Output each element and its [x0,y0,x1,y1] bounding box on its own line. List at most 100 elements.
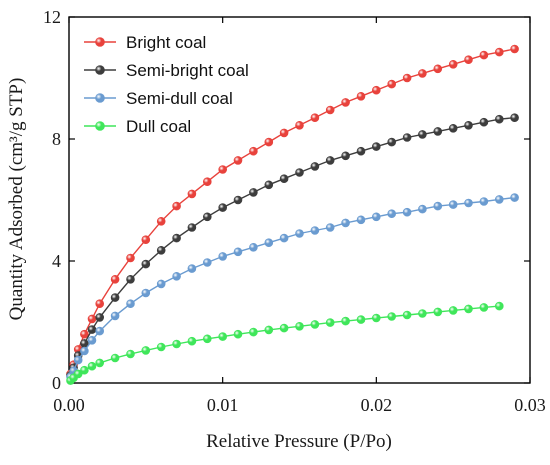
data-point [203,334,212,344]
data-point [448,124,458,133]
data-point [356,92,366,101]
data-point [126,253,135,263]
data-point [418,130,427,139]
x-tick-label: 0.03 [514,395,546,415]
series-line [68,196,515,384]
data-point [387,312,397,321]
data-point [187,189,197,199]
data-point [264,238,274,247]
data-point [448,60,458,69]
data-point [510,44,519,54]
data-point [494,114,504,124]
data-point [479,197,489,206]
data-point [310,113,320,122]
data-point [325,318,335,327]
data-point [172,339,181,349]
data-point [141,288,151,298]
data-point [356,215,366,225]
data-point [494,195,504,204]
data-point [156,246,166,255]
series-line [68,117,515,384]
data-point [87,314,97,324]
data-point [95,299,104,309]
series-line [68,48,515,384]
data-point [264,325,274,335]
data-point [218,165,227,174]
data-point [279,128,289,138]
data-point [126,274,135,284]
data-point [87,361,97,371]
legend-marker [95,37,105,47]
x-tick-label: 0.00 [53,395,85,415]
data-point [95,313,104,322]
data-point [387,209,397,218]
data-point [464,121,473,130]
y-tick-label: 4 [52,251,61,271]
data-point [402,310,412,320]
legend: Bright coal Semi-bright coal Semi-dull coa… [84,33,249,136]
plot-frame [68,16,531,384]
data-point [402,73,412,83]
data-point [187,223,197,232]
data-point [341,151,350,161]
legend-label: Bright coal [126,33,206,52]
data-point [110,293,120,302]
y-tick-label: 0 [52,373,61,393]
data-point [172,201,181,211]
data-point [80,365,89,375]
y-tick-label: 8 [52,129,61,149]
data-point [448,306,458,315]
data-point [264,180,274,190]
data-point [387,137,397,147]
series-line [68,305,500,384]
data-point [402,207,412,217]
legend-marker [95,65,105,75]
data-point [126,349,135,359]
data-point [264,137,274,147]
data-point [203,177,212,186]
data-point [73,355,83,365]
y-axis-label: Quantity Adsorbed (cm³/g STP) [6,78,27,321]
data-point [387,79,397,89]
legend-item: Semi-bright coal [84,61,249,80]
data-point [95,358,104,368]
plot-area [68,16,531,384]
data-point [95,326,104,336]
data-point [433,64,443,74]
data-point [310,320,320,329]
data-point [295,168,304,177]
data-point [156,279,166,289]
data-point [187,336,197,346]
x-axis-label: Relative Pressure (P/Po) [206,431,392,452]
data-point [295,321,304,331]
data-point [402,133,412,142]
data-point [233,156,243,165]
legend-label: Semi-bright coal [126,61,249,80]
data-point [433,307,443,317]
data-point [203,212,212,222]
data-point [187,264,197,273]
data-point [494,301,504,311]
axis-ticks: 0.00 0.01 0.02 0.03 0 4 8 12 [43,7,546,415]
data-point [110,353,120,363]
data-point [233,329,243,339]
data-point [418,309,427,318]
legend-label: Semi-dull coal [126,89,233,108]
data-point [141,235,151,244]
data-point [73,369,83,379]
data-point [325,156,335,165]
data-point [371,85,381,95]
data-point [310,226,320,235]
data-point [218,252,227,261]
data-point [233,195,243,205]
data-point [126,299,135,309]
data-point [249,327,258,337]
data-point [341,98,350,107]
x-tick-label: 0.02 [361,395,393,415]
data-point [418,69,427,78]
data-point [479,303,489,312]
series-dull-coal [66,301,504,385]
data-point [295,229,304,238]
